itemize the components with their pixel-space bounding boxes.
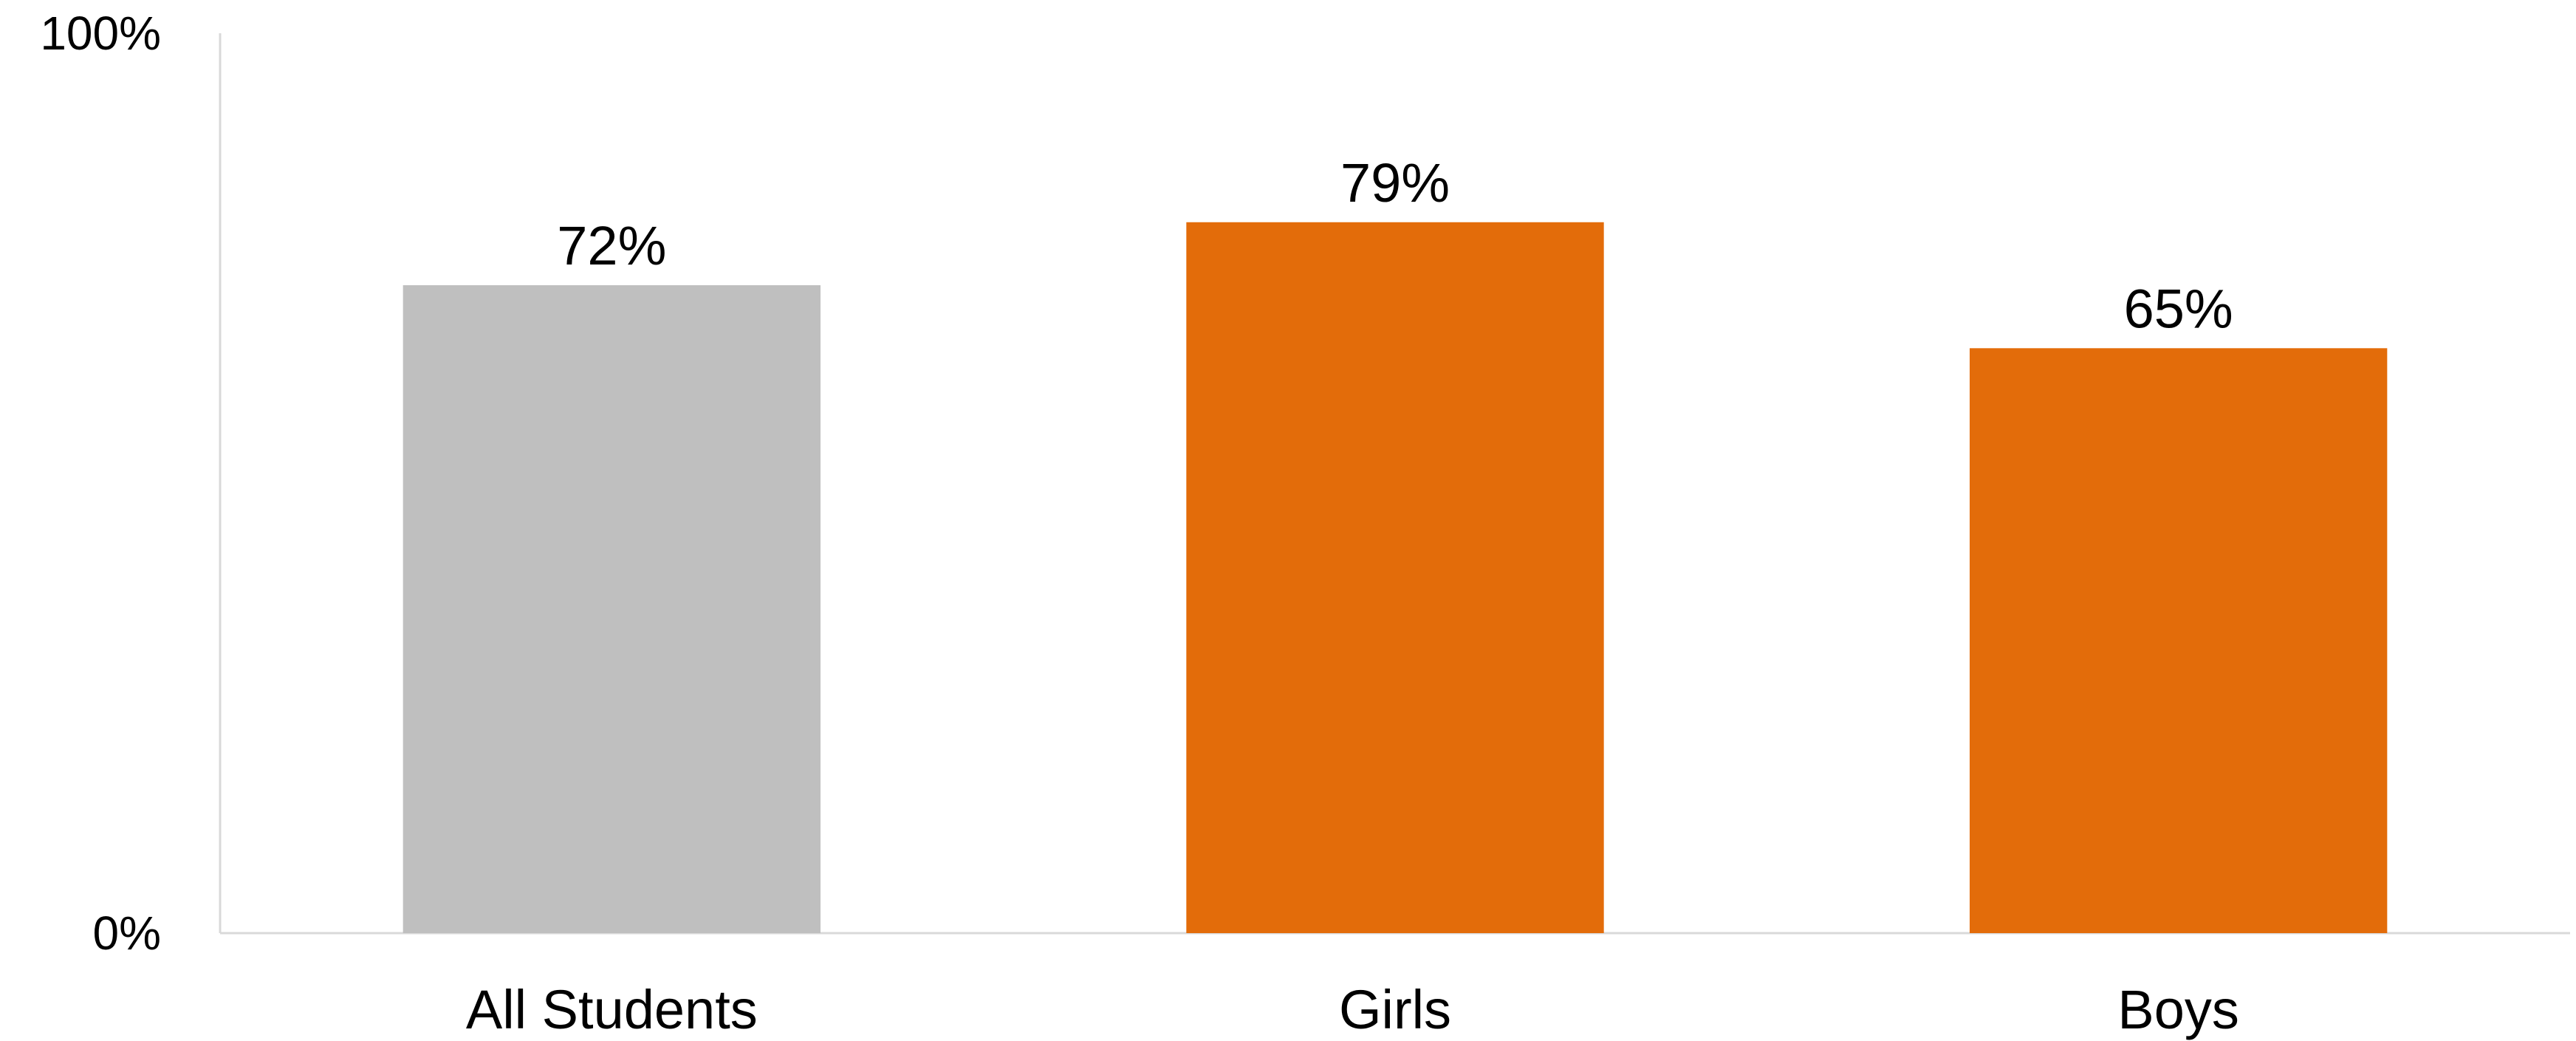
y-axis-ticks: 0% 100% — [40, 7, 161, 960]
bar-boys — [1969, 348, 2388, 933]
data-label: 79% — [1340, 152, 1450, 214]
y-tick-label: 100% — [40, 7, 161, 60]
x-axis-category-labels: All Students Girls Boys — [466, 979, 2239, 1040]
bar-girls — [1186, 222, 1604, 933]
data-labels: 72% 79% 65% — [557, 152, 2233, 340]
x-category-label: Girls — [1339, 979, 1451, 1040]
x-category-label: All Students — [466, 979, 758, 1040]
bar-series — [402, 222, 2388, 933]
data-label: 65% — [2124, 278, 2233, 339]
bar-all-students — [402, 285, 821, 933]
y-tick-label: 0% — [93, 907, 162, 960]
data-label: 72% — [557, 215, 666, 276]
x-category-label: Boys — [2117, 979, 2239, 1040]
